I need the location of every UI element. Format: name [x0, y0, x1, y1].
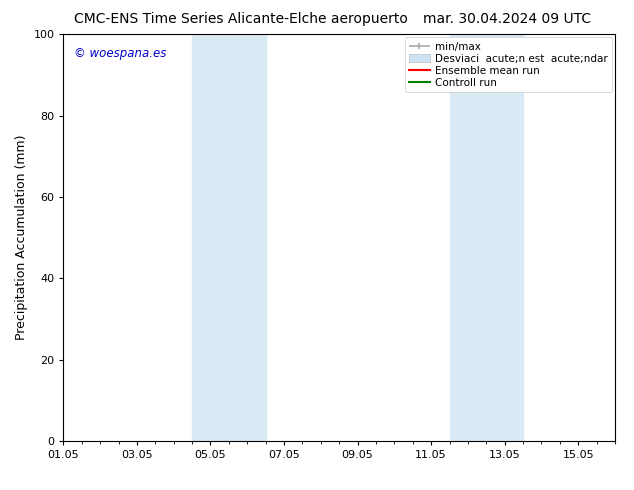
Text: CMC-ENS Time Series Alicante-Elche aeropuerto: CMC-ENS Time Series Alicante-Elche aerop… — [74, 12, 408, 26]
Text: © woespana.es: © woespana.es — [74, 47, 167, 59]
Legend: min/max, Desviaci  acute;n est  acute;ndar, Ensemble mean run, Controll run: min/max, Desviaci acute;n est acute;ndar… — [404, 37, 612, 92]
Y-axis label: Precipitation Accumulation (mm): Precipitation Accumulation (mm) — [15, 135, 28, 341]
Text: mar. 30.04.2024 09 UTC: mar. 30.04.2024 09 UTC — [423, 12, 592, 26]
Bar — [450, 34, 523, 441]
Bar — [192, 34, 266, 441]
